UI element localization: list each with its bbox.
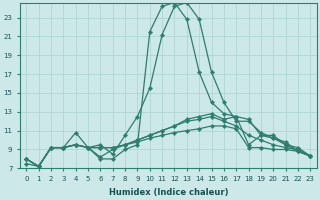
X-axis label: Humidex (Indice chaleur): Humidex (Indice chaleur) [108, 188, 228, 197]
